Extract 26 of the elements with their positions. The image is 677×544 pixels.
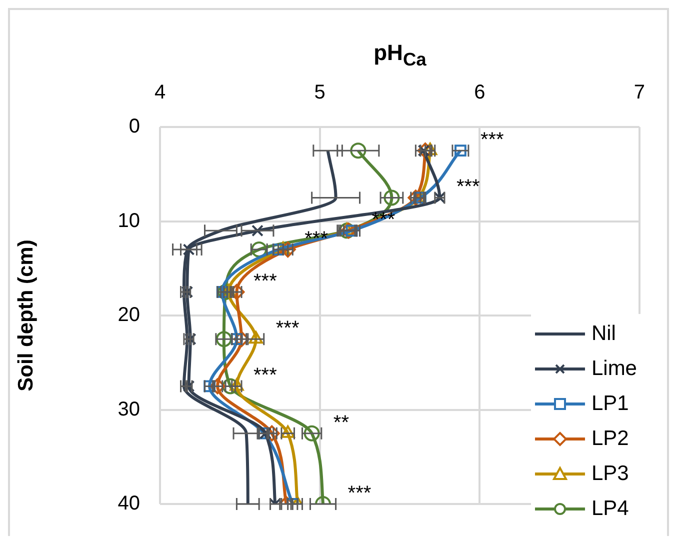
annotation: *** <box>348 482 372 505</box>
y-tick-label: 20 <box>118 304 140 326</box>
y-tick-label: 0 <box>128 116 140 138</box>
y-tick-label: 30 <box>118 398 140 420</box>
annotation: *** <box>372 209 396 232</box>
annotation: *** <box>304 228 328 250</box>
x-tick-label: 5 <box>314 82 326 104</box>
legend-label: LP2 <box>591 426 629 450</box>
legend-label: Lime <box>591 356 637 380</box>
x-tick-label: 7 <box>634 82 645 104</box>
y-axis-title: Soil depth (cm) <box>14 240 38 392</box>
x-axis-title: pH$_{Ca}$ <box>372 40 428 70</box>
legend-label: LP3 <box>591 462 629 486</box>
legend-label: LP4 <box>591 496 629 520</box>
annotation: *** <box>456 176 480 198</box>
annotation: ** <box>333 412 350 434</box>
annotation: *** <box>480 129 504 152</box>
x-tick-label: 6 <box>474 82 486 104</box>
annotation: *** <box>276 318 300 340</box>
legend-label: LP1 <box>591 392 629 416</box>
legend-label: Nil <box>591 322 616 346</box>
y-tick-label: 40 <box>118 492 140 515</box>
x-tick-label: 4 <box>154 82 166 104</box>
annotation: *** <box>254 364 278 387</box>
y-tick-label: 10 <box>118 210 140 232</box>
annotation: *** <box>254 270 278 292</box>
